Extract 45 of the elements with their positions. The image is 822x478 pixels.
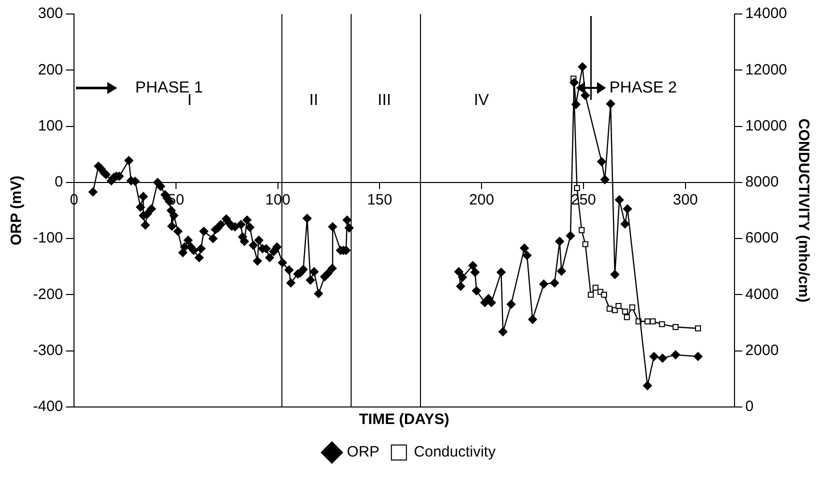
point	[588, 292, 594, 298]
y2-tick-label: 4000	[745, 286, 779, 303]
point	[629, 304, 636, 310]
y2-tick-label: 12000	[745, 61, 788, 78]
y-tick-label: -400	[32, 398, 64, 416]
y2-tick-label: 6000	[745, 230, 779, 247]
x-tick-label: 300	[672, 192, 698, 209]
annotation: III	[378, 92, 392, 109]
point	[672, 324, 679, 330]
point	[622, 308, 628, 315]
y2-axis-title: CONDUCTIVITY (mho/cm)	[794, 118, 812, 302]
annotation: PHASE 2	[609, 79, 678, 96]
point	[612, 307, 618, 314]
point	[592, 284, 598, 291]
point	[624, 314, 630, 320]
legend-label: ORP	[346, 444, 380, 461]
legend-label: Conductivity	[414, 444, 496, 461]
y2-tick-label: 14000	[745, 5, 788, 22]
y-tick-label: -300	[32, 342, 64, 359]
y2-tick-label: 10000	[745, 117, 788, 134]
y2-tick-label: 8000	[745, 174, 779, 191]
point	[616, 302, 622, 309]
y-tick-label: -200	[32, 286, 64, 303]
y-axis-title: ORP (mV)	[8, 176, 26, 246]
y-tick-label: -100	[32, 230, 64, 247]
y-tick-label: 0	[54, 174, 64, 191]
y2-tick-label: 0	[745, 398, 754, 416]
point	[650, 318, 656, 324]
y2-tick-label: 2000	[745, 342, 779, 359]
y-tick-label: 300	[38, 5, 64, 22]
point	[601, 292, 608, 298]
point	[574, 185, 580, 192]
y-tick-label: 200	[38, 61, 64, 78]
point	[644, 318, 650, 324]
x-tick-label: 200	[469, 192, 494, 209]
point	[578, 227, 585, 234]
annotation: II	[309, 92, 318, 109]
point	[658, 321, 665, 328]
annotation: IV	[474, 92, 490, 109]
x-tick-label: 150	[367, 192, 392, 209]
x-axis-title: TIME (DAYS)	[359, 411, 450, 428]
y-tick-label: 100	[38, 117, 64, 134]
point	[582, 241, 588, 248]
annotation: I	[187, 92, 192, 109]
point	[695, 325, 701, 332]
